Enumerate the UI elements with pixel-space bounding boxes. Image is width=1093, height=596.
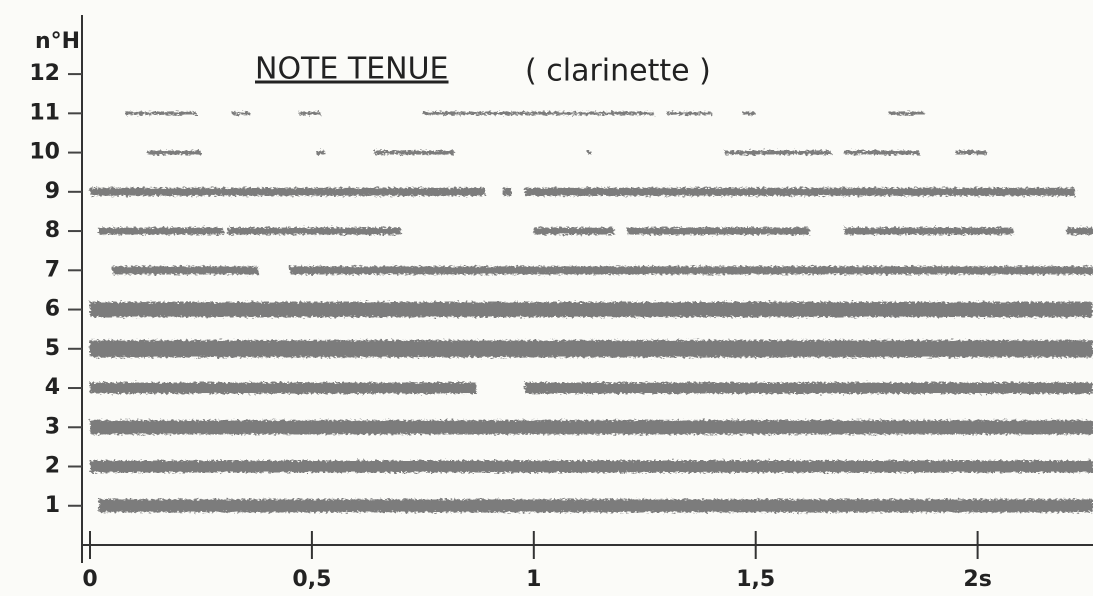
harmonic-band	[98, 227, 224, 235]
y-tick-label: 11	[29, 100, 60, 125]
harmonic-band	[1066, 227, 1093, 235]
harmonic-band	[724, 150, 832, 155]
harmonic-band	[844, 227, 1014, 235]
x-tick-label: 1	[526, 567, 541, 592]
harmonic-band	[90, 460, 1093, 473]
y-tick-label: 1	[45, 493, 60, 518]
harmonic-band	[112, 266, 259, 275]
harmonic-band	[587, 150, 592, 155]
harmonic-band	[227, 227, 401, 235]
y-tick-label: 4	[45, 375, 60, 400]
y-tick-label: 5	[45, 336, 60, 361]
x-tick-label: 0,5	[292, 567, 331, 592]
harmonic-band	[844, 150, 920, 155]
harmonic-band	[232, 111, 250, 115]
y-tick-label: 7	[45, 257, 60, 282]
y-tick-label: 10	[29, 140, 60, 165]
harmonic-band	[90, 382, 477, 394]
harmonic-band	[666, 111, 712, 115]
harmonic-band	[888, 111, 925, 115]
harmonic-band	[742, 111, 756, 115]
harmonic-band	[90, 340, 1093, 358]
harmonic-band	[502, 187, 512, 196]
chart-subtitle: ( clarinette )	[525, 54, 711, 89]
harmonic-band	[90, 420, 1093, 435]
harmonic-band	[90, 187, 485, 196]
y-tick-label: 12	[29, 61, 60, 86]
harmonic-band	[98, 499, 1093, 513]
harmonic-band	[374, 150, 454, 155]
harmonic-band	[125, 111, 197, 115]
harmonic-band	[422, 111, 654, 115]
x-tick-label: 2s	[963, 567, 991, 592]
harmonic-band	[298, 111, 321, 115]
y-tick-label: 2	[45, 454, 60, 479]
y-tick-label: 9	[45, 179, 60, 204]
y-tick-label: 6	[45, 297, 60, 322]
x-tick-label: 1,5	[736, 567, 775, 592]
x-tick-label: 0	[82, 567, 97, 592]
y-tick-label: 3	[45, 414, 60, 439]
y-tick-label: 8	[45, 218, 60, 243]
harmonic-band	[533, 227, 614, 235]
harmonic-band	[147, 150, 201, 155]
y-axis-label: n°H	[35, 29, 80, 54]
harmonic-band	[289, 266, 1093, 275]
harmonic-band	[90, 302, 1093, 318]
chart-title: NOTE TENUE	[255, 52, 449, 87]
harmonic-band	[627, 227, 809, 235]
harmonic-band	[955, 150, 987, 155]
harmonic-band	[524, 382, 1093, 394]
harmonic-band	[524, 187, 1076, 196]
harmonic-band	[316, 150, 326, 155]
